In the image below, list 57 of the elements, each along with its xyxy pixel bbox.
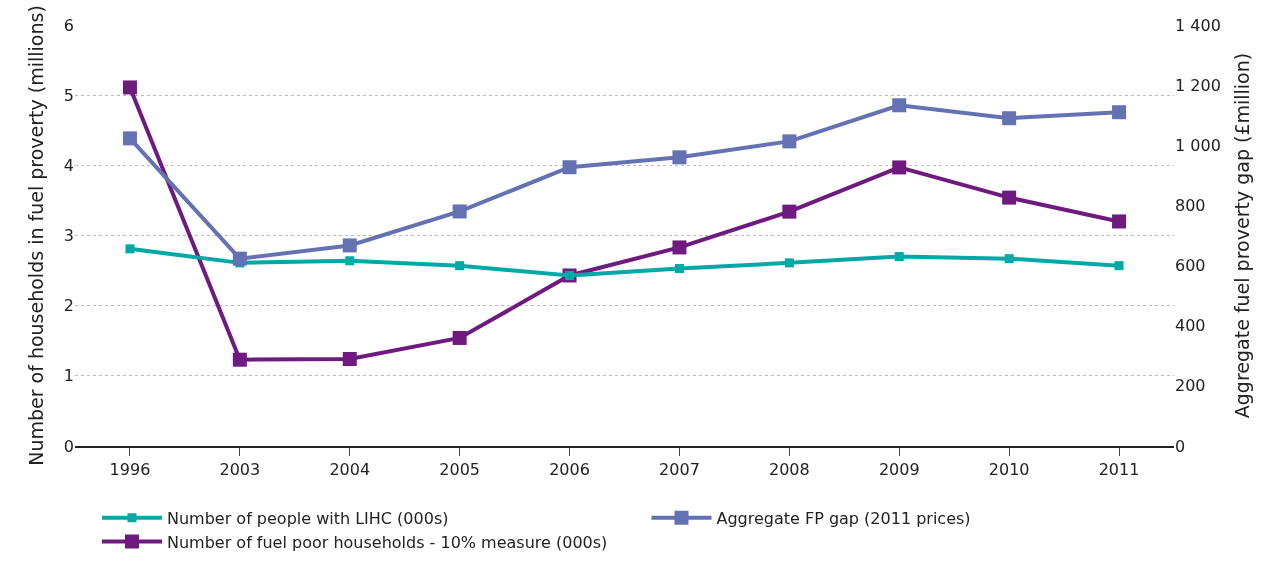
y2-axis-title: Aggregate fuel proverty gap (£million) (1230, 52, 1253, 419)
point (342, 238, 357, 253)
point (562, 160, 577, 175)
point (1114, 261, 1124, 271)
point (452, 330, 467, 345)
x-tick-label: 2004 (329, 460, 371, 480)
x-tick-label: 2006 (549, 460, 590, 480)
x-tick-label: 2010 (988, 460, 1030, 480)
point (672, 240, 687, 255)
y2-tick-label: 600 (1175, 256, 1206, 276)
x-tick-label: 2003 (219, 460, 261, 480)
legend-label: Number of fuel poor households - 10% measure (000s) (166, 532, 608, 552)
y2-tick-label: 1 200 (1175, 75, 1221, 95)
point (894, 252, 904, 262)
x-tick-label: 2005 (439, 460, 481, 480)
y2-tick-label: 0 (1175, 436, 1186, 456)
y-tick-label: 4 (63, 155, 74, 175)
legend-label: Number of people with LIHC (000s) (166, 508, 449, 528)
point (782, 134, 797, 149)
x-tick-label: 2009 (878, 460, 920, 480)
y2-tick-label: 400 (1175, 316, 1206, 336)
point (784, 258, 794, 268)
y-tick-label: 3 (63, 226, 74, 246)
y2-tick-label: 800 (1175, 196, 1206, 216)
y-tick-label: 5 (63, 85, 74, 105)
point (452, 204, 467, 219)
point (455, 261, 465, 271)
point (1004, 254, 1014, 264)
y-tick-label: 6 (63, 15, 74, 35)
y-tick-label: 0 (63, 436, 74, 456)
point (122, 131, 137, 146)
x-tick-label: 2011 (1098, 460, 1140, 480)
y-axis-title: Number of households in fuel proverty (millions) (24, 5, 47, 466)
x-tick-label: 2008 (768, 460, 810, 480)
point (125, 244, 135, 254)
y-tick-label: 2 (63, 296, 74, 316)
y2-tick-label: 1 400 (1175, 15, 1221, 35)
point (232, 352, 247, 367)
y2-tick-label: 1 000 (1175, 135, 1221, 155)
point (1002, 111, 1017, 126)
legend-label: Aggregate FP gap (2011 prices) (716, 508, 971, 528)
point (345, 256, 355, 266)
y-tick-label: 1 (63, 366, 74, 386)
point (672, 150, 687, 165)
point (674, 263, 684, 273)
point (1002, 190, 1017, 205)
point (232, 251, 247, 266)
x-tick-label: 2007 (659, 460, 700, 480)
x-tick-label: 1996 (109, 460, 151, 480)
point (892, 98, 907, 113)
point (892, 160, 907, 175)
point (782, 204, 797, 219)
point (122, 80, 137, 95)
point (342, 351, 357, 366)
point (1112, 214, 1127, 229)
y2-tick-label: 200 (1175, 376, 1206, 396)
point (1112, 105, 1127, 120)
